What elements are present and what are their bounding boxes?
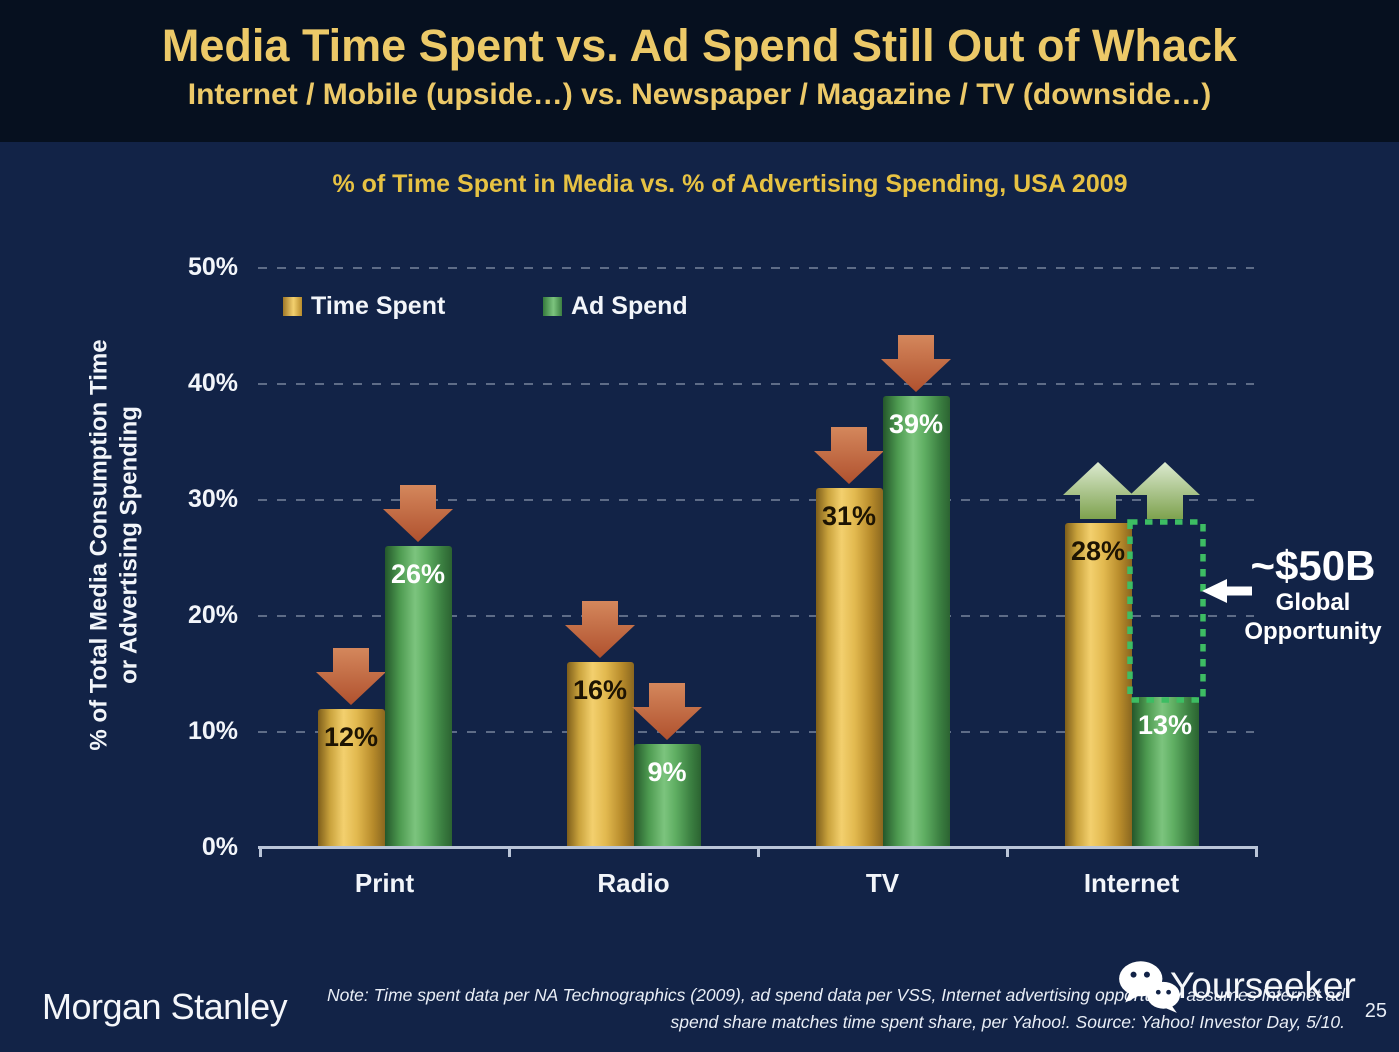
bar-gold-internet <box>1064 523 1132 848</box>
slide-header: Media Time Spent vs. Ad Spend Still Out … <box>0 0 1399 142</box>
x-axis-tick <box>1006 846 1009 857</box>
trend-arrow-down-icon <box>316 647 386 705</box>
y-tick-label: 10% <box>187 717 238 745</box>
bar-gold-print <box>317 708 385 848</box>
watermark: Yourseeker <box>1116 958 1356 1014</box>
gridline <box>258 267 1254 269</box>
trend-arrow-up-icon <box>1063 462 1133 520</box>
bar-gold-radio <box>566 662 634 848</box>
morgan-stanley-logo: Morgan Stanley <box>42 986 288 1027</box>
watermark-text: Yourseeker <box>1170 965 1356 1006</box>
slide-title: Media Time Spent vs. Ad Spend Still Out … <box>161 20 1238 71</box>
y-tick-label: 0% <box>201 833 238 861</box>
trend-arrow-down-icon <box>565 601 635 659</box>
y-tick-label: 40% <box>187 369 238 397</box>
gridline <box>258 731 1254 733</box>
bar-green-tv <box>882 395 950 848</box>
legend-label: Ad Spend <box>571 292 688 320</box>
bar-value-label: 16% <box>572 675 628 706</box>
trend-arrow-down-icon <box>383 485 453 543</box>
gap-annotation-text-line2: Global <box>1275 589 1351 617</box>
gap-annotation-value: ~$50B <box>1250 542 1376 589</box>
bar-green-internet <box>1131 697 1199 848</box>
gap-dotted-box <box>1126 519 1206 703</box>
x-axis-tick <box>259 846 262 857</box>
bar-value-label: 13% <box>1137 710 1193 741</box>
bar-green-print <box>384 546 452 848</box>
bar-value-label: 31% <box>821 501 877 532</box>
x-category-label: Print <box>354 868 415 898</box>
bar-value-label: 12% <box>323 721 379 752</box>
left-arrow-icon <box>1202 579 1252 603</box>
gap-annotation: ~$50B Global Opportunity <box>1238 542 1388 647</box>
wechat-icon <box>1119 961 1180 1013</box>
y-axis-title-line2: or Advertising Spending <box>116 406 143 684</box>
y-tick-label: 20% <box>187 601 238 629</box>
x-category-label: TV <box>865 868 900 898</box>
page-number: 25 <box>1364 1000 1387 1022</box>
gridline <box>258 499 1254 501</box>
bar-value-label: 26% <box>390 559 446 590</box>
slide-subtitle: Internet / Mobile (upside…) vs. Newspape… <box>187 78 1212 111</box>
x-axis-tick <box>1255 846 1258 857</box>
x-axis-tick <box>757 846 760 857</box>
x-category-label: Internet <box>1083 868 1180 898</box>
bar-value-label: 9% <box>647 756 687 787</box>
bar-gold-tv <box>815 488 883 848</box>
legend-swatch-green <box>543 297 562 316</box>
source-note-line1: Note: Time spent data per NA Technograph… <box>326 985 1345 1005</box>
y-axis-title: % of Total Media Consumption Time or Adv… <box>60 240 170 850</box>
y-axis-title-line1: % of Total Media Consumption Time <box>86 339 113 751</box>
source-note-line2: spend share matches time spent share, pe… <box>670 1012 1345 1033</box>
trend-arrow-down-icon <box>881 334 951 392</box>
y-tick-label: 50% <box>187 253 238 281</box>
chart-title: % of Time Spent in Media vs. % of Advert… <box>332 170 1128 198</box>
legend-swatch-gold <box>283 297 302 316</box>
y-tick-label: 30% <box>187 485 238 513</box>
legend-item-gold: Time Spent <box>283 292 445 321</box>
gap-annotation-text-line3: Opportunity <box>1244 618 1382 646</box>
x-axis-tick <box>508 846 511 857</box>
trend-arrow-down-icon <box>632 682 702 740</box>
gridline <box>258 383 1254 385</box>
bar-green-radio <box>633 743 701 848</box>
trend-arrow-up-icon <box>1130 462 1200 520</box>
bar-value-label: 39% <box>888 408 944 439</box>
trend-arrow-down-icon <box>814 427 884 485</box>
bar-value-label: 28% <box>1070 536 1126 567</box>
source-note: Note: Time spent data per NA Technograph… <box>305 982 1345 1036</box>
x-category-label: Radio <box>597 868 670 898</box>
legend-item-green: Ad Spend <box>543 292 688 321</box>
legend-label: Time Spent <box>311 292 446 320</box>
gridline <box>258 615 1254 617</box>
